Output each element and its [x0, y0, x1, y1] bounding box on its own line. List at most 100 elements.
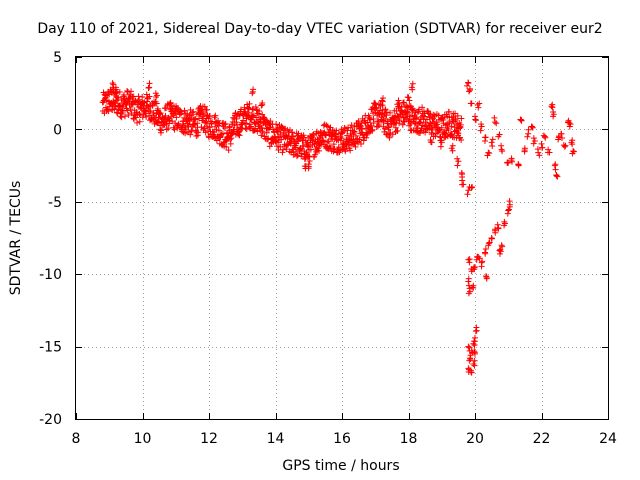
- data-point: [465, 290, 472, 297]
- data-point: [546, 149, 553, 156]
- data-point: [124, 107, 131, 114]
- data-point: [374, 123, 381, 130]
- data-point: [459, 171, 466, 178]
- data-point: [421, 113, 428, 120]
- data-point: [477, 127, 484, 134]
- data-point: [422, 129, 429, 136]
- data-point: [273, 121, 280, 128]
- data-point: [534, 146, 541, 153]
- data-point: [330, 148, 337, 155]
- data-point: [267, 118, 274, 125]
- data-point: [506, 198, 513, 205]
- data-point: [456, 134, 463, 141]
- data-point: [465, 275, 472, 282]
- x-tick-label: 8: [72, 431, 81, 447]
- data-point: [464, 82, 471, 89]
- data-point: [558, 130, 565, 137]
- data-point: [472, 116, 479, 123]
- x-tick-label: 14: [267, 431, 285, 447]
- data-point: [485, 149, 492, 156]
- data-point: [331, 145, 338, 152]
- data-point: [312, 151, 319, 158]
- data-point: [222, 120, 229, 127]
- data-point: [404, 94, 411, 101]
- data-point: [147, 108, 154, 115]
- data-point: [146, 93, 153, 100]
- data-point: [458, 137, 465, 144]
- data-point: [488, 139, 495, 146]
- data-point: [465, 343, 472, 350]
- data-point: [283, 132, 290, 139]
- data-point: [482, 250, 489, 257]
- data-point: [464, 191, 471, 198]
- data-point: [530, 140, 537, 147]
- data-point: [400, 99, 407, 106]
- data-point: [246, 100, 253, 107]
- data-point: [449, 142, 456, 149]
- data-point: [530, 135, 537, 142]
- data-point: [414, 109, 421, 116]
- data-point: [483, 273, 490, 280]
- data-point: [479, 258, 486, 265]
- data-point: [509, 158, 516, 165]
- data-point: [569, 137, 576, 144]
- data-point: [310, 131, 317, 138]
- x-tick-label: 12: [200, 431, 218, 447]
- data-point: [253, 106, 260, 113]
- data-points: [99, 79, 577, 376]
- data-point: [118, 114, 125, 121]
- data-point: [169, 118, 176, 125]
- data-point: [249, 90, 256, 97]
- data-point: [506, 203, 513, 210]
- data-point: [324, 139, 331, 146]
- data-point: [406, 97, 413, 104]
- data-point: [504, 160, 511, 167]
- data-point: [438, 124, 445, 131]
- y-axis-label: SDTVAR / TECUs: [8, 181, 24, 296]
- y-tick-label: -20: [39, 412, 62, 428]
- data-point: [498, 146, 505, 153]
- data-point: [501, 218, 508, 225]
- data-point: [348, 122, 355, 129]
- chart-title: Day 110 of 2021, Sidereal Day-to-day VTE…: [37, 21, 602, 37]
- data-point: [426, 119, 433, 126]
- data-point: [171, 126, 178, 133]
- data-point: [165, 125, 172, 132]
- data-point: [552, 166, 559, 173]
- data-point: [289, 129, 296, 136]
- data-point: [145, 85, 152, 92]
- data-point: [256, 107, 263, 114]
- data-point: [280, 146, 287, 153]
- data-point: [383, 109, 390, 116]
- data-point: [113, 88, 120, 95]
- x-tick-label: 24: [599, 431, 617, 447]
- data-point: [300, 143, 307, 150]
- data-point: [551, 162, 558, 169]
- data-point: [212, 112, 219, 119]
- data-point: [496, 247, 503, 254]
- data-point: [498, 242, 505, 249]
- data-point: [524, 133, 531, 140]
- data-point: [305, 165, 312, 172]
- data-point: [558, 134, 565, 141]
- data-point: [112, 97, 119, 104]
- data-point: [482, 245, 489, 252]
- data-point: [128, 88, 135, 95]
- data-point: [539, 144, 546, 151]
- data-point: [488, 235, 495, 242]
- data-point: [352, 143, 359, 150]
- data-point: [146, 80, 153, 87]
- data-point: [127, 106, 134, 113]
- data-point: [566, 119, 573, 126]
- data-point: [315, 145, 322, 152]
- data-point: [190, 108, 197, 115]
- data-point: [242, 108, 249, 115]
- data-point: [485, 240, 492, 247]
- x-axis-label: GPS time / hours: [282, 458, 399, 474]
- data-point: [313, 148, 320, 155]
- data-point: [471, 338, 478, 345]
- data-point: [139, 93, 146, 100]
- data-point: [446, 109, 453, 116]
- data-point: [320, 137, 327, 144]
